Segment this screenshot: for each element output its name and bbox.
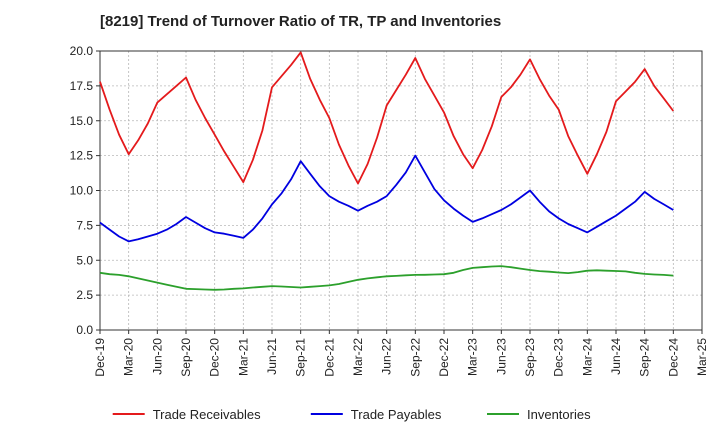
- y-tick-label: 17.5: [70, 79, 94, 93]
- x-tick-label: Jun-22: [380, 338, 394, 375]
- y-tick-label: 20.0: [70, 44, 94, 58]
- x-tick-label: Jun-24: [609, 338, 623, 375]
- y-tick-label: 12.5: [70, 149, 94, 163]
- x-tick-label: Jun-23: [494, 338, 508, 375]
- x-tick-label: Sep-22: [408, 338, 422, 377]
- plot-frame: [99, 50, 703, 331]
- x-tick-label: Mar-20: [122, 338, 136, 376]
- legend-label-inventories: Inventories: [527, 407, 591, 422]
- x-tick-label: Mar-22: [351, 338, 365, 376]
- legend-label-trade-payables: Trade Payables: [351, 407, 442, 422]
- x-tick-label: Sep-20: [179, 338, 193, 377]
- x-tick-label: Dec-19: [93, 338, 107, 377]
- x-tick-label: Jun-20: [150, 338, 164, 375]
- y-tick-label: 2.5: [76, 288, 93, 302]
- x-tick-label: Sep-24: [638, 338, 652, 377]
- x-tick-label: Mar-23: [466, 338, 480, 376]
- x-tick-label: Jun-21: [265, 338, 279, 375]
- x-tick-label: Mar-25: [695, 338, 709, 376]
- chart-title: [8219] Trend of Turnover Ratio of TR, TP…: [100, 13, 502, 30]
- x-tick-label: Dec-23: [552, 338, 566, 377]
- x-tick-label: Sep-23: [523, 338, 537, 377]
- y-tick-label: 5.0: [76, 253, 93, 267]
- x-tick-label: Dec-24: [666, 338, 680, 377]
- x-tick-label: Mar-24: [580, 338, 594, 376]
- series-line-inventories: [99, 265, 674, 291]
- series-line-trade-payables: [99, 154, 674, 243]
- x-tick-label: Sep-21: [294, 338, 308, 377]
- y-tick-label: 0.0: [76, 323, 93, 337]
- x-tick-label: Mar-21: [236, 338, 250, 376]
- legend-label-trade-receivables: Trade Receivables: [153, 407, 261, 422]
- x-tick-label: Dec-21: [322, 338, 336, 377]
- y-tick-label: 10.0: [70, 184, 94, 198]
- y-tick-label: 7.5: [76, 218, 93, 232]
- y-tick-label: 15.0: [70, 114, 94, 128]
- x-tick-label: Dec-22: [437, 338, 451, 377]
- x-tick-label: Dec-20: [208, 338, 222, 377]
- series-line-trade-receivables: [99, 51, 675, 185]
